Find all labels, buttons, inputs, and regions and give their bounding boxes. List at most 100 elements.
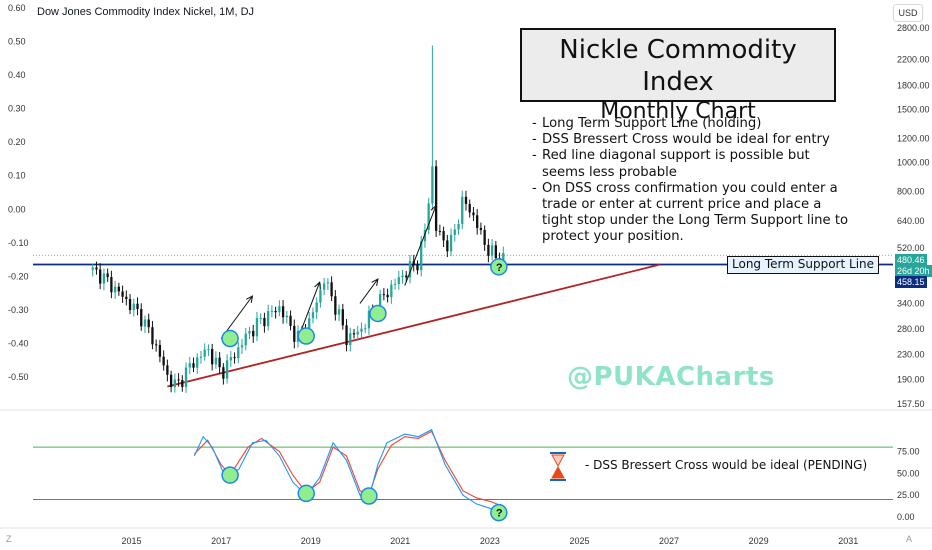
candle-body (225, 360, 229, 379)
candle-body (476, 215, 479, 228)
right-axis-tick-label: 1800.00 (897, 81, 930, 91)
candle-body (386, 294, 389, 298)
candle-body (393, 284, 397, 286)
candle-body (143, 319, 147, 327)
x-axis-tick-label: 2021 (390, 536, 410, 546)
left-axis-tick-label: -0.50 (8, 372, 29, 382)
candle-body (289, 315, 292, 326)
left-axis-tick-label: -0.10 (8, 238, 29, 248)
candle-body (155, 344, 158, 346)
support-price-tag: 458.15 (895, 276, 927, 288)
right-axis-tick-label: 640.00 (897, 216, 925, 226)
right-axis-tick-label: 800.00 (897, 187, 925, 197)
last-price-tag: 480.46 (895, 254, 927, 266)
candle-body (147, 319, 150, 328)
candle-body (423, 229, 427, 242)
candle-body (364, 328, 367, 330)
dss-cross-marker (490, 503, 508, 522)
candle-body (229, 357, 232, 361)
candle-body (162, 356, 165, 366)
trend-arrow-head (371, 278, 379, 286)
note-item: DSS Bressert Cross would be ideal for en… (532, 132, 852, 148)
candle-body (128, 299, 132, 311)
price-cross-marker (297, 327, 315, 345)
price-cross-marker (221, 329, 239, 348)
candle-body (420, 241, 423, 271)
left-axis-tick-label: -0.20 (8, 271, 29, 281)
indicator-axis-tick-label: 25.00 (897, 490, 920, 500)
left-axis-tick-label: 0.40 (8, 70, 26, 80)
dss-cross-marker (221, 466, 239, 484)
candle-body (136, 303, 139, 310)
note-item: Red line diagonal support is possible bu… (532, 148, 852, 180)
indicator-axis-tick-label: 75.00 (897, 447, 920, 457)
x-axis-tick-label: 2015 (122, 536, 142, 546)
candle-body (319, 289, 322, 303)
price-cross-marker (369, 304, 387, 323)
diagonal-support-line (167, 263, 661, 388)
candle-body (367, 310, 371, 329)
left-axis-tick-label: -0.30 (8, 305, 29, 315)
candle-body (308, 318, 311, 335)
title-line-1: Nickle Commodity Index (559, 35, 797, 97)
candle-body (405, 275, 408, 278)
candle-body (285, 315, 288, 318)
candle-body (397, 277, 400, 285)
trend-arrow-head (430, 204, 438, 213)
note-item: Long Term Support Line (holding) (532, 116, 852, 132)
candle-body (490, 245, 494, 256)
candle-body (196, 357, 199, 368)
candle-body (479, 227, 483, 230)
candle-body (494, 245, 498, 259)
candle-body (218, 357, 221, 368)
candle-body (453, 229, 456, 235)
candle-body (408, 261, 412, 278)
candle-body (99, 269, 102, 284)
left-axis-tick-label: 0.50 (8, 37, 26, 47)
right-axis-tick-label: 2800.00 (897, 23, 930, 33)
candle-body (390, 284, 393, 298)
candle-body (468, 203, 471, 213)
x-axis-tick-label: 2017 (211, 536, 231, 546)
auto-scale-button[interactable]: A (906, 534, 913, 544)
right-axis-tick-label: 230.00 (897, 350, 925, 360)
candle-body (378, 294, 382, 315)
trend-arrow-head (314, 281, 321, 290)
watermark: @PUKACharts (567, 362, 775, 392)
candle-body (173, 379, 176, 388)
dss-cross-marker (360, 487, 378, 505)
trend-arrow-shaft (404, 205, 437, 286)
dss-cross-marker (297, 484, 315, 503)
left-axis-tick-label: 0.20 (8, 137, 26, 147)
candle-body (158, 344, 162, 357)
candle-body (449, 234, 453, 252)
hourglass-icon (551, 454, 565, 468)
pending-note: - DSS Bressert Cross would be ideal (PEN… (585, 458, 868, 472)
candle-body (192, 363, 195, 368)
candle-body (255, 318, 259, 337)
timezone-button[interactable]: Z (6, 534, 12, 544)
candle-body (322, 283, 326, 290)
right-axis-tick-label: 190.00 (897, 374, 925, 384)
candle-body (472, 212, 475, 216)
candle-body (487, 244, 490, 256)
candle-body (337, 309, 341, 315)
candle-body (203, 349, 206, 357)
candle-body (140, 309, 143, 327)
title-box: Nickle Commodity Index Monthly Chart (520, 28, 836, 124)
currency-button[interactable]: USD (893, 4, 923, 22)
candle-body (199, 356, 203, 358)
candle-body (401, 275, 404, 278)
candle-body (266, 311, 270, 327)
notes-list: Long Term Support Line (holding) DSS Bre… (532, 116, 852, 246)
candle-body (263, 317, 266, 327)
candle-body (188, 363, 191, 368)
candle-body (95, 267, 98, 270)
candle-body (169, 374, 173, 388)
indicator-axis-tick-label: 50.00 (897, 468, 920, 478)
candle-body (293, 325, 296, 342)
candle-body (434, 166, 438, 231)
right-axis-tick-label: 157.50 (897, 399, 925, 409)
candle-body (483, 229, 486, 245)
